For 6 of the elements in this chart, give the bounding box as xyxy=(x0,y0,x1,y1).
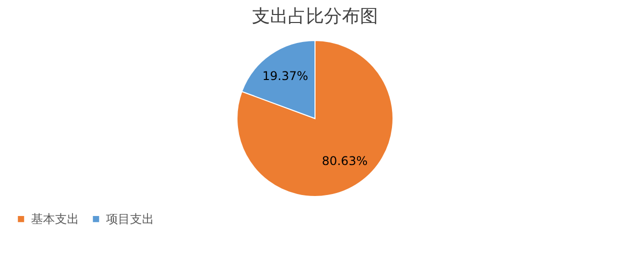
legend-label: 基本支出 xyxy=(31,212,79,226)
pie-slice xyxy=(236,40,394,197)
chart-title: 支出占比分布图 xyxy=(252,6,378,27)
data-label: 80.63% xyxy=(322,154,368,168)
legend-label: 项目支出 xyxy=(106,212,154,226)
data-label: 19.37% xyxy=(262,68,308,83)
